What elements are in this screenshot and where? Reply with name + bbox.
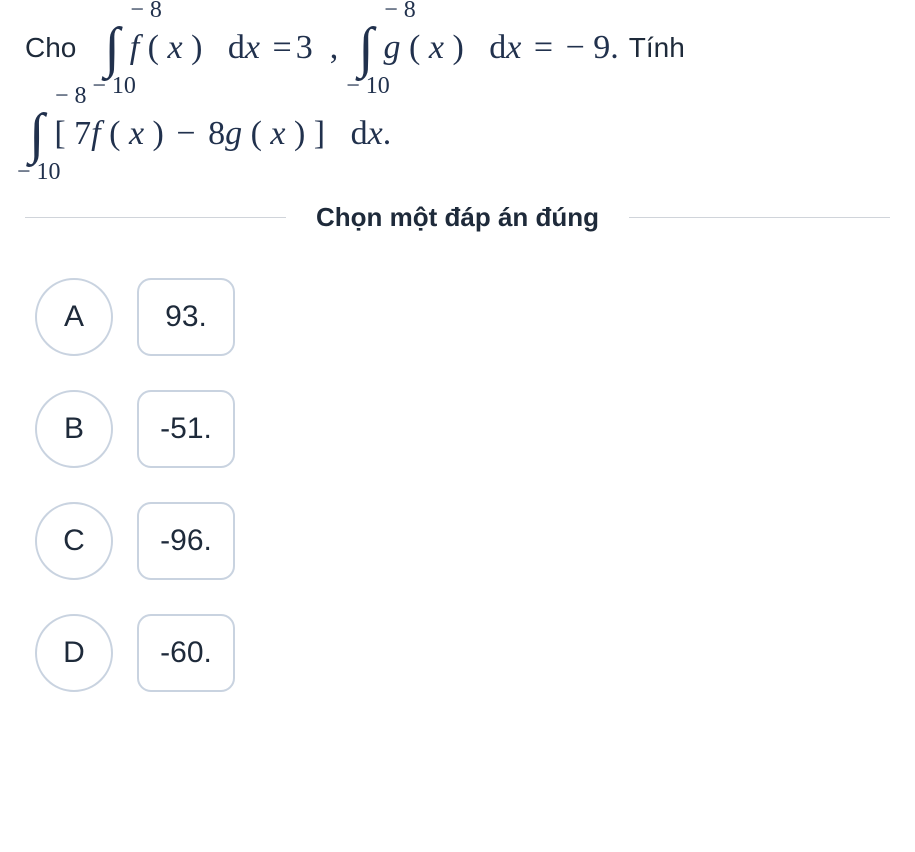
integral-3: ∫ − 8 − 10: [25, 106, 48, 162]
option-letter-c[interactable]: C: [35, 502, 113, 580]
option-value-a[interactable]: 93.: [137, 278, 235, 356]
minus: −: [176, 115, 195, 152]
integrand-1: f ( x ) dx =3 ,: [130, 29, 344, 67]
var-x: x: [270, 115, 285, 152]
option-b: B -51.: [35, 390, 890, 468]
integral-symbol: ∫ − 8 − 10: [104, 20, 119, 76]
math-line-1: Cho ∫ − 8 − 10 f ( x ) dx =3 , ∫ − 8 − 1…: [25, 20, 890, 76]
value-1: 3: [296, 29, 313, 66]
period: .: [610, 29, 619, 66]
option-value-c[interactable]: -96.: [137, 502, 235, 580]
option-d: D -60.: [35, 614, 890, 692]
options-list: A 93. B -51. C -96. D -60.: [25, 278, 890, 692]
upper-limit: − 8: [130, 0, 162, 22]
divider-row: Chọn một đáp án đúng: [25, 202, 890, 233]
integral-2: ∫ − 8 − 10: [354, 20, 377, 76]
option-letter-b[interactable]: B: [35, 390, 113, 468]
fn-f: f: [91, 115, 100, 152]
var-x: x: [429, 29, 444, 66]
eq: =: [534, 29, 553, 66]
dx-var: x: [245, 29, 260, 66]
divider-line-left: [25, 217, 286, 218]
dx-d: d: [351, 115, 368, 152]
var-x: x: [168, 29, 183, 66]
coef-7: 7: [74, 115, 91, 152]
dx-d: d: [228, 29, 245, 66]
upper-limit: − 8: [384, 0, 416, 22]
lower-limit: − 10: [346, 74, 390, 98]
var-x: x: [129, 115, 144, 152]
integral-1: ∫ − 8 − 10: [100, 20, 123, 76]
eq: =: [273, 29, 292, 66]
math-line-2: ∫ − 8 − 10 [ 7f ( x ) − 8g ( x ) ] dx.: [25, 106, 890, 162]
coef-8: 8: [208, 115, 225, 152]
integral-symbol: ∫ − 8 − 10: [358, 20, 373, 76]
tinh-label: Tính: [629, 32, 685, 64]
option-letter-a[interactable]: A: [35, 278, 113, 356]
option-c: C -96.: [35, 502, 890, 580]
option-letter-d[interactable]: D: [35, 614, 113, 692]
option-value-d[interactable]: -60.: [137, 614, 235, 692]
integrand-3: [ 7f ( x ) − 8g ( x ) ] dx.: [54, 115, 391, 153]
period: .: [383, 115, 392, 152]
divider-line-right: [629, 217, 890, 218]
integrand-2: g ( x ) dx = − 9.: [384, 29, 619, 67]
cho-label: Cho: [25, 32, 76, 64]
lower-limit: − 10: [92, 74, 136, 98]
fn-g: g: [384, 29, 401, 66]
dx-var: x: [506, 29, 521, 66]
question-block: Cho ∫ − 8 − 10 f ( x ) dx =3 , ∫ − 8 − 1…: [25, 20, 890, 162]
dx-var: x: [368, 115, 383, 152]
lower-limit: − 10: [17, 160, 61, 184]
option-a: A 93.: [35, 278, 890, 356]
fn-g: g: [225, 115, 242, 152]
divider-text: Chọn một đáp án đúng: [286, 202, 629, 233]
comma: ,: [321, 29, 338, 66]
upper-limit: − 8: [55, 84, 87, 108]
option-value-b[interactable]: -51.: [137, 390, 235, 468]
fn-f: f: [130, 29, 139, 66]
integral-symbol: ∫ − 8 − 10: [29, 106, 44, 162]
dx-d: d: [489, 29, 506, 66]
value-2: − 9: [566, 29, 611, 66]
